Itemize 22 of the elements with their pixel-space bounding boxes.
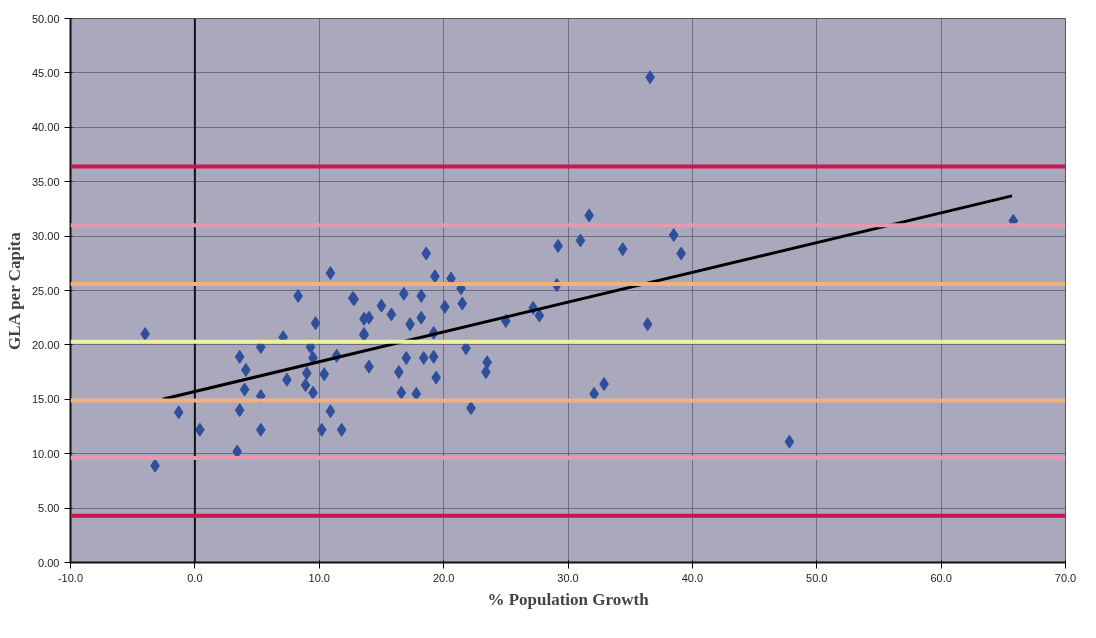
y-tick-label: 0.00 [38, 556, 60, 569]
x-tick-label: 30.0 [557, 571, 579, 584]
x-tick-label: 40.0 [681, 571, 704, 584]
x-tick-label: 10.0 [308, 571, 330, 584]
x-tick-label: 60.0 [930, 571, 952, 584]
y-tick-label: 35.00 [31, 175, 60, 188]
y-tick-label: 15.00 [31, 393, 60, 406]
x-tick-label: -10.0 [57, 571, 84, 584]
y-tick-label: 30.00 [31, 230, 60, 243]
y-tick-label: 40.00 [31, 121, 60, 134]
y-tick-label: 10.00 [31, 447, 60, 460]
x-axis-title: % Population Growth [487, 589, 650, 609]
x-tick-label: 50.0 [806, 571, 828, 584]
y-tick-label: 50.00 [31, 12, 60, 25]
y-tick-label: 20.00 [31, 338, 60, 351]
y-axis-title: GLA per Capita [4, 231, 24, 350]
x-tick-label: 20.0 [432, 571, 455, 584]
y-tick-label: 5.00 [38, 502, 60, 515]
y-tick-label: 25.00 [31, 284, 60, 297]
x-tick-label: 70.0 [1054, 571, 1077, 584]
y-tick-label: 45.00 [31, 66, 60, 79]
x-tick-label: 0.0 [187, 571, 203, 584]
